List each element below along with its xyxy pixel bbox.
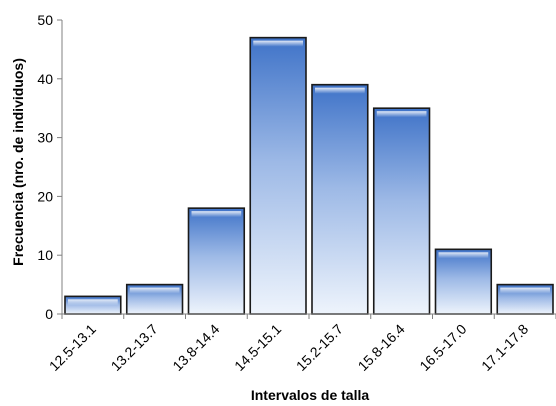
bar-highlight bbox=[129, 287, 180, 294]
x-tick-label: 13.8-14.4 bbox=[169, 321, 222, 374]
bar-highlight bbox=[253, 40, 303, 47]
bar-16.5-17.0 bbox=[434, 248, 493, 315]
y-tick-label: 40 bbox=[37, 71, 53, 87]
bar-highlight bbox=[376, 111, 427, 118]
x-tick-label: 14.5-15.1 bbox=[231, 321, 284, 374]
x-tick-label: 15.8-16.4 bbox=[355, 321, 408, 374]
x-tick-label: 15.2-15.7 bbox=[293, 321, 346, 374]
axes-layer bbox=[57, 19, 556, 319]
y-tick-label: 10 bbox=[37, 247, 53, 263]
y-axis-title: Frecuencia (nro. de individuos) bbox=[10, 58, 26, 266]
bar-15.2-15.7 bbox=[311, 83, 369, 315]
bars-layer bbox=[64, 36, 554, 315]
bar-15.8-16.4 bbox=[372, 107, 431, 315]
bar-highlight bbox=[438, 252, 489, 259]
bar-highlight bbox=[191, 211, 242, 218]
y-tick-label: 50 bbox=[37, 12, 53, 28]
x-tick-label: 13.2-13.7 bbox=[108, 321, 161, 374]
x-axis-title: Intervalos de talla bbox=[251, 387, 369, 403]
x-tick-label: 17.1-17.8 bbox=[478, 321, 531, 374]
x-tick-label: 16.5-17.0 bbox=[416, 321, 469, 374]
bar-highlight bbox=[500, 287, 550, 294]
y-tick-label: 30 bbox=[37, 130, 53, 146]
bar-13.8-14.4 bbox=[187, 207, 246, 315]
bar-14.5-15.1 bbox=[249, 36, 307, 315]
y-tick-label: 20 bbox=[37, 188, 53, 204]
bar-highlight bbox=[315, 87, 365, 94]
bar-highlight bbox=[68, 299, 118, 306]
y-tick-label: 0 bbox=[45, 306, 53, 322]
x-tick-label: 12.5-13.1 bbox=[46, 321, 99, 374]
